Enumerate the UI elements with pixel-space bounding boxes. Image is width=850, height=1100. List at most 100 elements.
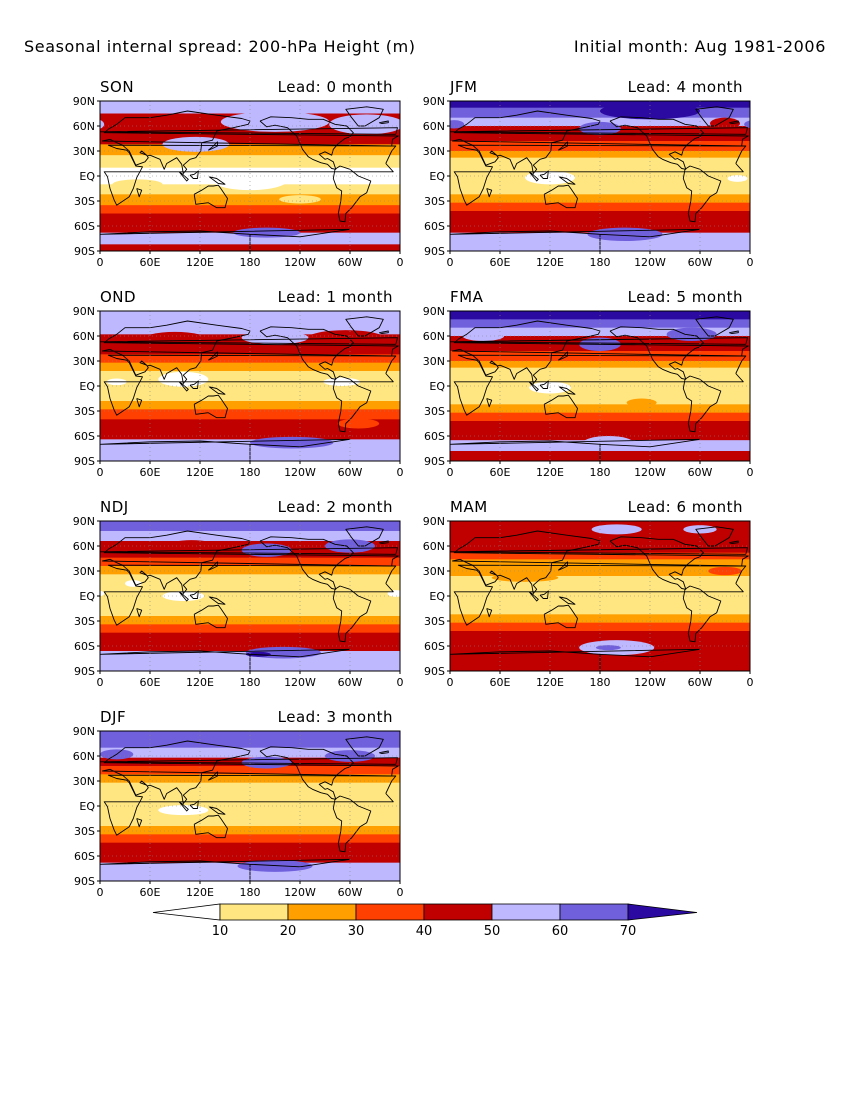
contour-band (100, 826, 400, 835)
coastline (103, 144, 397, 206)
contour-band (450, 157, 750, 195)
x-tick-label: 60W (338, 256, 363, 269)
x-tick-label: 0 (397, 256, 404, 269)
coastline (379, 540, 389, 544)
coastline (178, 171, 189, 182)
coastline (189, 380, 199, 389)
contour-band (450, 431, 750, 441)
x-tick-label: 60W (688, 466, 713, 479)
y-tick-label: EQ (79, 380, 95, 393)
coastline (682, 585, 722, 643)
coastline (208, 561, 218, 571)
coastline (558, 141, 568, 151)
coastline (332, 165, 372, 223)
colorbar-upper-arrow (627, 903, 698, 921)
coastline (729, 120, 739, 124)
colorbar-lower-arrow (152, 903, 221, 921)
x-tick-label: 0 (747, 466, 754, 479)
y-tick-label: 90N (73, 305, 95, 318)
x-tick-label: 120E (536, 676, 564, 689)
contour-patch (0, 860, 13, 872)
gridlines (100, 521, 400, 671)
coastline (0, 117, 53, 170)
contour-patch (425, 580, 442, 587)
coastline (136, 398, 143, 408)
y-tick-label: 90N (423, 305, 445, 318)
coastline (528, 171, 539, 182)
y-tick-label: 30S (74, 405, 95, 418)
y-tick-label: 90N (73, 95, 95, 108)
colorbar-label: 60 (552, 924, 569, 939)
coastline (189, 800, 199, 809)
y-tick-label: 30N (73, 565, 95, 578)
contour-patch (38, 419, 80, 429)
contour-band (100, 774, 400, 784)
y-tick-label: 90N (423, 95, 445, 108)
contour-band (100, 213, 400, 227)
contour-patch (279, 195, 321, 204)
contour-band (100, 842, 400, 855)
y-tick-label: EQ (429, 590, 445, 603)
coastline (33, 796, 71, 852)
y-tick-label: 60S (74, 640, 95, 653)
panel-lead-label: Lead: 4 month (628, 78, 743, 96)
contour-patch (591, 524, 642, 535)
x-tick-label: 60E (140, 886, 161, 899)
panel-lead-label: Lead: 5 month (628, 288, 743, 306)
x-tick-label: 120E (536, 256, 564, 269)
coastline (379, 120, 389, 124)
contour-patch (141, 331, 209, 349)
y-tick-label: 60S (424, 430, 445, 443)
x-tick-label: 0 (447, 256, 454, 269)
contour-band (450, 194, 750, 204)
y-tick-label: 60N (73, 330, 95, 343)
contour-patch (727, 175, 748, 182)
coastline (208, 806, 226, 815)
x-tick-label: 180 (590, 466, 611, 479)
coastline (332, 375, 372, 433)
y-tick-label: 90S (74, 455, 95, 468)
x-tick-label: 60E (490, 676, 511, 689)
figure-title: Seasonal internal spread: 200-hPa Height… (24, 37, 416, 56)
contour-band (100, 194, 400, 206)
y-tick-label: 30N (73, 355, 95, 368)
contour-band (100, 531, 400, 542)
coastline (193, 184, 228, 209)
contour-band (450, 141, 750, 152)
y-tick-label: 30S (74, 195, 95, 208)
coastline (609, 116, 704, 170)
coastline (208, 771, 218, 781)
panel-season-label: SON (100, 78, 134, 96)
contour-band (100, 521, 400, 532)
x-tick-label: 120E (186, 256, 214, 269)
contour-band (450, 552, 750, 560)
contour-patch (158, 805, 209, 816)
y-tick-label: 60N (423, 120, 445, 133)
x-tick-label: 0 (97, 256, 104, 269)
coastline (189, 170, 199, 179)
y-tick-label: 30S (424, 195, 445, 208)
contour-patch (162, 136, 230, 152)
contour-band (450, 576, 750, 615)
contour-patch (450, 120, 465, 129)
x-tick-label: 120E (186, 886, 214, 899)
y-tick-label: 30S (74, 615, 95, 628)
coastlines (100, 316, 399, 461)
contour-band (450, 221, 750, 234)
coastline (486, 398, 493, 408)
contour-patch (708, 566, 742, 576)
contour-patch (0, 331, 8, 344)
y-tick-label: 90S (424, 245, 445, 258)
coastline (450, 127, 748, 135)
contour-band (450, 421, 750, 433)
contour-patch (626, 398, 657, 407)
x-tick-label: 60W (338, 886, 363, 899)
coastline (558, 351, 568, 361)
contour-band (100, 371, 400, 402)
coastline (103, 564, 397, 626)
coastline (193, 394, 228, 419)
